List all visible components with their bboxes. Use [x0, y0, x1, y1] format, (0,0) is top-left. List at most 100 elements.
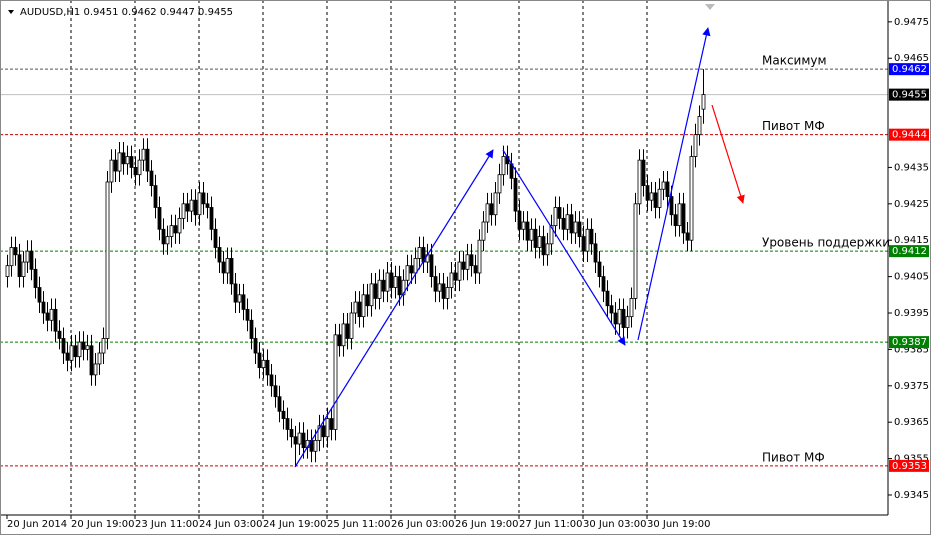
candle-body	[365, 294, 370, 307]
candle-body	[209, 207, 214, 230]
open: 0.9451	[83, 7, 118, 18]
candle-body	[497, 174, 502, 194]
candle-body	[397, 276, 402, 296]
candle-body	[361, 294, 366, 318]
candle-body	[201, 192, 206, 205]
candle-body	[325, 418, 330, 438]
candle-body	[593, 243, 598, 263]
y-tick-label: 0.9385	[894, 344, 929, 355]
candle-body	[165, 236, 170, 245]
level-tag	[889, 245, 929, 258]
candle-body	[97, 352, 102, 365]
level-tag-label: 0.9412	[892, 246, 927, 257]
candle-body	[5, 265, 10, 278]
x-tick-label: 30 Jun 19:00	[647, 519, 711, 530]
candle-body	[17, 254, 22, 278]
y-tick-label: 0.9355	[894, 454, 929, 465]
candle-body	[213, 228, 218, 248]
candle-body	[133, 167, 138, 176]
header: AUDUSD,H1 0.9451 0.9462 0.9447 0.9455	[20, 7, 233, 18]
candle-body	[249, 319, 254, 339]
plot-area	[0, 0, 888, 515]
candle-body	[537, 236, 542, 248]
candle-body	[589, 228, 594, 245]
candle-body	[313, 439, 318, 452]
candle-body	[181, 203, 186, 219]
low: 0.9447	[160, 7, 195, 18]
candle-body	[101, 338, 106, 354]
y-tick-label: 0.9425	[894, 199, 929, 210]
x-tick-label: 24 Jun 03:00	[199, 519, 263, 530]
candle-body	[485, 203, 490, 223]
candle-body	[329, 418, 334, 430]
candle-body	[457, 261, 462, 281]
candle-body	[545, 243, 550, 256]
candle-body	[89, 345, 94, 376]
candle-body	[577, 221, 582, 237]
candle-body	[621, 308, 626, 328]
candle-body	[221, 261, 226, 274]
candle-body	[57, 330, 62, 339]
candle-body	[549, 225, 554, 245]
candle-body	[77, 341, 82, 358]
level-tag-label: 0.9387	[892, 337, 927, 348]
candle-body	[645, 185, 650, 201]
candle-body	[205, 203, 210, 208]
level-tag	[889, 459, 929, 472]
candle-body	[345, 323, 350, 339]
candle-body	[437, 283, 442, 292]
candle-body	[41, 301, 46, 314]
candle-body	[149, 170, 154, 187]
x-tick-label: 26 Jun 19:00	[455, 519, 519, 530]
candle-body	[85, 345, 90, 350]
candle-body	[429, 254, 434, 278]
candle-body	[73, 345, 78, 358]
candle-body	[273, 385, 278, 398]
x-tick-label: 24 Jun 19:00	[263, 519, 327, 530]
candle-body	[453, 272, 458, 281]
level-tag-label: 0.9353	[892, 461, 927, 472]
candle-body	[657, 188, 662, 208]
y-tick-label: 0.9395	[894, 308, 929, 319]
candle-body	[653, 192, 658, 208]
candle-body	[241, 294, 246, 310]
candle-body	[461, 261, 466, 270]
candle-body	[113, 159, 118, 172]
candle-body	[613, 312, 618, 325]
candle-body	[441, 283, 446, 299]
candle-body	[689, 156, 694, 241]
x-tick-label: 20 Jun 19:00	[71, 519, 135, 530]
candle-body	[409, 265, 414, 274]
candle-body	[193, 199, 198, 216]
candle-body	[669, 196, 674, 216]
candle-body	[153, 185, 158, 208]
candle-body	[521, 221, 526, 230]
high: 0.9462	[122, 7, 157, 18]
candle-body	[337, 334, 342, 347]
candle-body	[677, 203, 682, 227]
candle-body	[393, 276, 398, 288]
candle-body	[685, 232, 690, 241]
candle-body	[33, 268, 38, 288]
candle-body	[529, 228, 534, 241]
candle-body	[117, 152, 122, 172]
candle-body	[317, 425, 322, 441]
candle-body	[49, 308, 54, 321]
candle-body	[261, 359, 266, 368]
x-tick-label: 27 Jun 11:00	[519, 519, 583, 530]
candle-body	[469, 254, 474, 267]
candle-body	[53, 308, 58, 332]
candle-body	[541, 236, 546, 256]
candle-body	[21, 261, 26, 278]
candle-body	[517, 210, 522, 230]
candles	[5, 69, 706, 466]
candle-body	[45, 312, 50, 321]
candle-body	[141, 148, 146, 161]
level-tag	[889, 128, 929, 141]
x-tick-label: 26 Jun 03:00	[391, 519, 455, 530]
candle-body	[157, 207, 162, 230]
candle-body	[301, 432, 306, 449]
candle-body	[533, 228, 538, 248]
annotations	[294, 4, 745, 468]
candle-body	[601, 276, 606, 292]
